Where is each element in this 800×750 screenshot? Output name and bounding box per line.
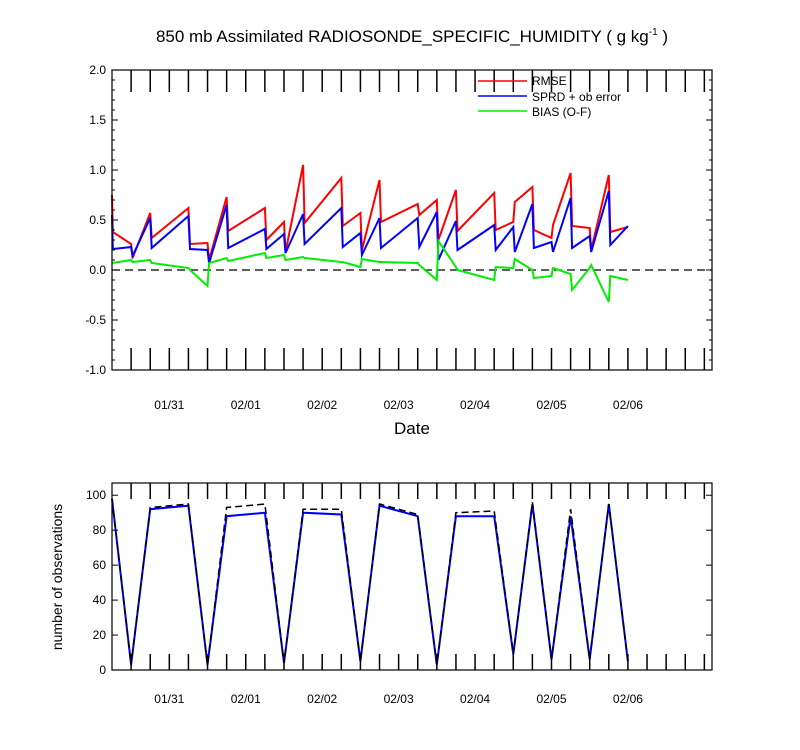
top-y-ticks: -1.0 -0.5 0.0 0.5 1.0 1.5 2.0 — [85, 63, 712, 377]
x-date-label: 02/03 — [384, 692, 414, 706]
y-tick-label: 60 — [93, 558, 107, 572]
x-date-label: 01/31 — [154, 692, 184, 706]
y-tick-label: 1.0 — [89, 163, 106, 177]
legend-rmse-label: RMSE — [532, 74, 567, 88]
y-tick-label: 20 — [93, 628, 107, 642]
bottom-x-ticks: 01/31 02/01 02/02 02/03 02/04 02/05 02/06 — [130, 483, 706, 706]
chart-title: 850 mb Assimilated RADIOSONDE_SPECIFIC_H… — [156, 27, 668, 46]
series-bias-o-f — [111, 237, 629, 303]
x-date-label: 02/02 — [307, 398, 337, 412]
x-date-label: 02/04 — [460, 692, 490, 706]
x-date-label: 02/06 — [613, 692, 643, 706]
x-date-label: 02/06 — [613, 398, 643, 412]
top-chart: 850 mb Assimilated RADIOSONDE_SPECIFIC_H… — [85, 27, 713, 438]
y-tick-label: 0 — [99, 663, 106, 677]
series-rmse — [111, 164, 629, 261]
y-tick-label: 80 — [93, 523, 107, 537]
x-date-label: 02/01 — [231, 398, 261, 412]
legend: RMSE SPRD + ob error BIAS (O-F) — [478, 74, 621, 119]
x-date-label: 02/01 — [231, 692, 261, 706]
y-tick-label: -1.0 — [85, 363, 106, 377]
top-series-layer — [111, 164, 629, 303]
x-date-label: 02/02 — [307, 692, 337, 706]
series-sprd-ob-error — [111, 190, 629, 264]
y-tick-label: 40 — [93, 593, 107, 607]
y-axis-label-observations: number of observations — [49, 504, 65, 650]
x-date-label: 02/04 — [460, 398, 490, 412]
series-possible-observations — [111, 498, 629, 665]
y-tick-label: 0.5 — [89, 213, 106, 227]
y-tick-label: 2.0 — [89, 63, 106, 77]
x-date-label: 02/05 — [536, 398, 566, 412]
bottom-series-layer — [111, 498, 629, 665]
top-plot-frame — [111, 69, 713, 371]
chart-title-end: ) — [658, 27, 668, 46]
top-x-ticks: 01/31 02/01 02/02 02/03 02/04 02/05 02/06 — [130, 70, 706, 412]
x-date-label: 01/31 — [154, 398, 184, 412]
y-tick-label: -0.5 — [85, 313, 106, 327]
y-tick-label: 0.0 — [89, 263, 106, 277]
x-axis-label: Date — [394, 419, 430, 438]
chart-title-main: 850 mb Assimilated RADIOSONDE_SPECIFIC_H… — [156, 27, 649, 46]
chart-title-sup: -1 — [649, 27, 658, 38]
bottom-chart: 0 20 40 60 80 100 01/31 02/01 02/02 02/03 02/04 02… — [49, 482, 713, 706]
x-date-label: 02/05 — [536, 692, 566, 706]
y-tick-label: 1.5 — [89, 113, 106, 127]
y-tick-label: 100 — [86, 488, 106, 502]
legend-bias-label: BIAS (O-F) — [532, 105, 591, 119]
bottom-plot-frame — [111, 482, 713, 671]
x-date-label: 02/03 — [384, 398, 414, 412]
bottom-y-ticks: 0 20 40 60 80 100 — [86, 488, 712, 677]
legend-sprd-label: SPRD + ob error — [532, 90, 621, 104]
